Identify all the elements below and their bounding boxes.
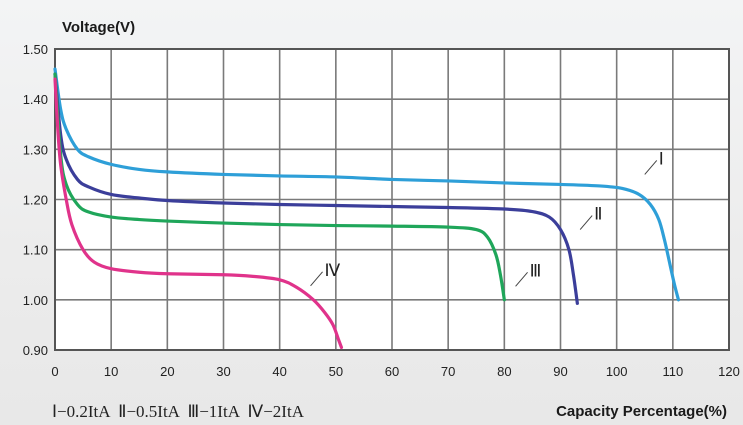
- grid: [54, 48, 730, 351]
- y-tick-label: 1.50: [23, 42, 48, 57]
- series-label-2: Ⅱ: [594, 205, 602, 224]
- y-tick-label: 1.10: [23, 243, 48, 258]
- y-axis-title: Voltage(V): [62, 19, 135, 36]
- y-tick-labels: 1.50 1.40 1.30 1.20 1.10 1.00 0.90: [23, 42, 48, 358]
- series-label-1: Ⅰ: [659, 149, 664, 168]
- x-tick-label: 30: [216, 364, 230, 379]
- x-tick-label: 80: [497, 364, 511, 379]
- label-leader: [644, 160, 658, 175]
- x-axis-title: Capacity Percentage(%): [556, 403, 727, 420]
- x-tick-label: 50: [329, 364, 343, 379]
- plot-border: [54, 48, 730, 351]
- label-leader: [579, 215, 593, 230]
- x-tick-label: 0: [51, 364, 58, 379]
- x-tick-labels: 0 10 20 30 40 50 60 70 80 90 100 110 120: [51, 364, 739, 379]
- x-tick-label: 110: [662, 364, 683, 379]
- y-tick-label: 1.20: [23, 193, 48, 208]
- label-leader: [310, 271, 323, 287]
- x-tick-label: 10: [104, 364, 118, 379]
- legend: Ⅰ−0.2ItA Ⅱ−0.5ItA Ⅲ−1ItA Ⅳ−2ItA: [52, 402, 305, 421]
- series-label-4: Ⅳ: [325, 261, 341, 280]
- y-tick-label: 1.40: [23, 92, 48, 107]
- y-tick-label: 1.30: [23, 142, 48, 157]
- label-leader: [515, 271, 528, 287]
- x-tick-label: 40: [272, 364, 286, 379]
- x-tick-label: 70: [441, 364, 455, 379]
- x-tick-label: 60: [385, 364, 399, 379]
- curves: [53, 67, 681, 350]
- x-tick-label: 90: [553, 364, 567, 379]
- y-tick-label: 0.90: [23, 343, 48, 358]
- x-tick-label: 20: [160, 364, 174, 379]
- x-tick-label: 100: [606, 364, 628, 379]
- curve-labels: Ⅰ Ⅱ Ⅲ Ⅳ: [310, 149, 664, 287]
- series-label-3: Ⅲ: [530, 261, 542, 280]
- series-line-4: [53, 77, 344, 350]
- series-line-1: [53, 67, 681, 302]
- series-line-2: [53, 72, 579, 305]
- x-tick-label: 120: [718, 364, 740, 379]
- series-line-3: [53, 72, 506, 302]
- y-tick-label: 1.00: [23, 293, 48, 308]
